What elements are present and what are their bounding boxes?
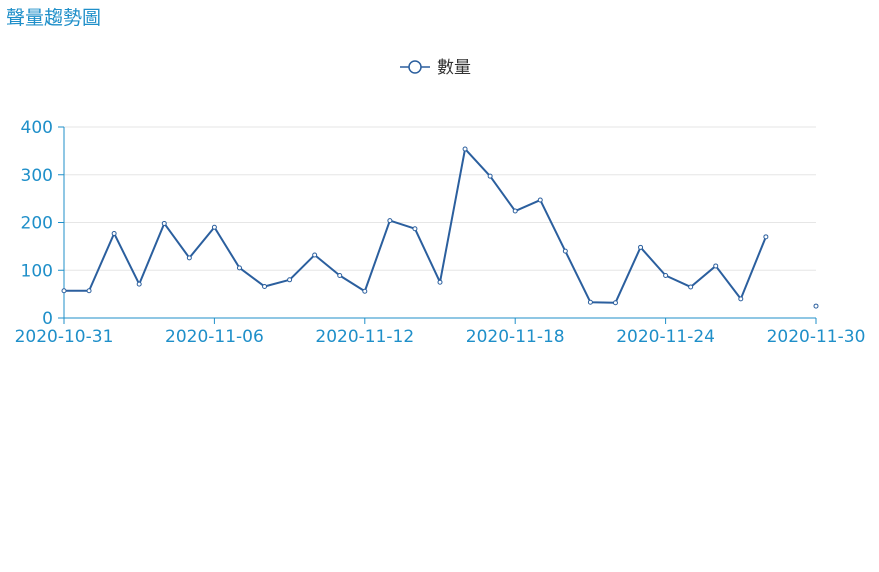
data-point [638, 244, 644, 250]
grid-lines [64, 126, 816, 271]
data-point [462, 146, 468, 152]
tick-labels: 0 100 200 300 400 2020-10-31 2020-11-06 2020-11… [15, 118, 866, 347]
data-point [86, 288, 92, 294]
data-point [512, 208, 518, 214]
data-point [337, 273, 343, 279]
data-point [813, 303, 819, 309]
data-point [262, 283, 268, 289]
data-point [412, 226, 418, 232]
data-point [287, 277, 293, 283]
y-tick-label: 0 [42, 309, 53, 329]
data-point [186, 255, 192, 261]
x-tick-label: 2020-11-30 [767, 327, 866, 347]
data-point [562, 248, 568, 254]
y-tick-label: 100 [21, 261, 53, 281]
x-tick-label: 2020-11-24 [616, 327, 715, 347]
data-point [587, 299, 593, 305]
data-point [763, 234, 769, 240]
data-point [688, 284, 694, 290]
x-tick-label: 2020-11-18 [466, 327, 565, 347]
x-tick-label: 2020-11-06 [165, 327, 264, 347]
y-tick-label: 400 [21, 118, 53, 138]
data-point [487, 173, 493, 179]
data-point [362, 288, 368, 294]
data-point [713, 263, 719, 269]
data-point [211, 224, 217, 230]
data-point [236, 265, 242, 271]
axes [58, 126, 817, 324]
chart-title: 聲量趨勢圖 [6, 7, 102, 29]
x-tick-label: 2020-10-31 [15, 327, 114, 347]
series-layer [61, 146, 819, 309]
y-tick-label: 300 [21, 166, 53, 186]
legend-label: 數量 [437, 58, 471, 78]
x-tick-label: 2020-11-12 [315, 327, 414, 347]
data-point [61, 288, 67, 294]
data-point [437, 279, 443, 285]
data-point [136, 281, 142, 287]
data-point [161, 220, 167, 226]
data-point [612, 300, 618, 306]
data-point [387, 218, 393, 224]
y-tick-label: 200 [21, 214, 53, 234]
data-point [537, 197, 543, 203]
legend[interactable]: 數量 [400, 58, 471, 78]
data-point [312, 252, 318, 258]
data-point [111, 230, 117, 236]
legend-marker-icon [408, 60, 422, 74]
data-point [663, 273, 669, 279]
data-point [738, 296, 744, 302]
